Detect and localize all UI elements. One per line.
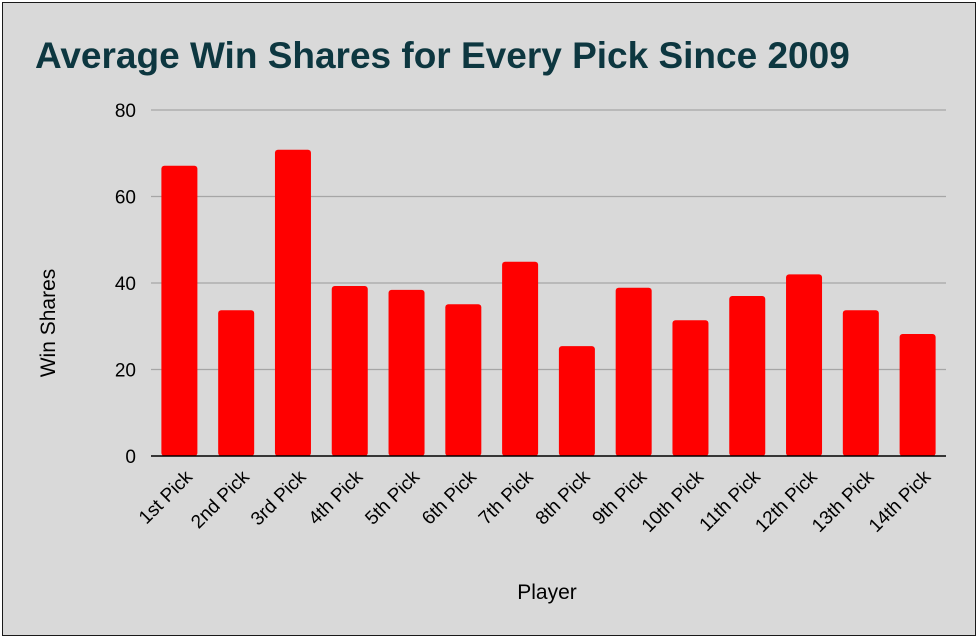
bar-3rd-pick — [274, 149, 311, 457]
bar-4th-pick — [331, 286, 368, 456]
bar-10th-pick — [672, 320, 709, 456]
y-axis-label: Win Shares — [37, 269, 60, 378]
x-tick-label: 8th Pick — [532, 466, 595, 529]
y-tick-label: 40 — [115, 274, 136, 295]
y-tick-label: 60 — [115, 188, 136, 209]
gridlines — [151, 109, 946, 371]
bar-1st-pick — [161, 165, 198, 457]
x-axis-label: Player — [517, 581, 577, 604]
chart-title: Average Win Shares for Every Pick Since … — [35, 35, 850, 76]
x-tick-label: 6th Pick — [418, 466, 481, 529]
x-tick-label: 2nd Pick — [187, 466, 254, 533]
bar-12th-pick — [786, 274, 823, 456]
x-tick-label: 3rd Pick — [247, 466, 311, 530]
bar-2nd-pick — [218, 310, 255, 456]
bar-8th-pick — [558, 346, 595, 456]
bar-chart: Average Win Shares for Every Pick Since … — [35, 35, 946, 604]
bar-6th-pick — [445, 304, 482, 456]
y-tick-labels: 0 20 40 60 80 — [115, 101, 136, 468]
y-tick-label: 80 — [115, 101, 136, 122]
bar-14th-pick — [899, 334, 936, 456]
bar-7th-pick — [502, 261, 539, 456]
bar-5th-pick — [388, 289, 425, 456]
x-tick-label: 14th Pick — [865, 466, 935, 536]
x-tick-label: 4th Pick — [305, 466, 368, 529]
bar-9th-pick — [615, 287, 652, 456]
x-tick-label: 10th Pick — [638, 466, 708, 536]
y-tick-label: 0 — [125, 447, 136, 468]
bars — [161, 149, 936, 457]
bar-13th-pick — [842, 310, 879, 456]
bar-11th-pick — [729, 295, 766, 456]
y-tick-label: 20 — [115, 361, 136, 382]
x-tick-label: 7th Pick — [475, 466, 538, 529]
x-tick-label: 5th Pick — [361, 466, 424, 529]
